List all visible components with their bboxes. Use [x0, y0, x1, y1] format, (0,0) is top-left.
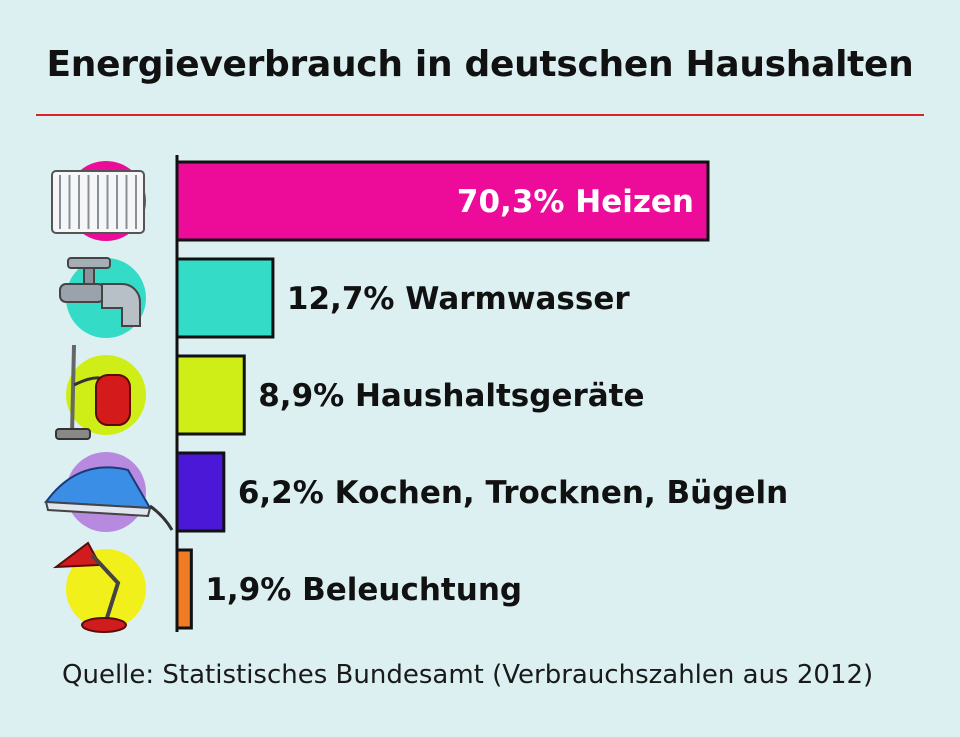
chart-title: Energieverbrauch in deutschen Haushalten: [46, 44, 914, 85]
radiator-icon: [51, 161, 146, 241]
source-note: Quelle: Statistisches Bundesamt (Verbrau…: [62, 660, 874, 690]
bar-5: [175, 548, 193, 630]
bar-label-2: 12,7% Warmwasser: [287, 281, 630, 317]
icons-layer: [44, 161, 174, 633]
bar-2: [175, 257, 275, 339]
bar-3: [175, 354, 246, 436]
bar-label-1: 70,3% Heizen: [457, 184, 694, 220]
icon-circle: [66, 549, 146, 629]
bar-chart: 70,3% Heizen 12,7% Warmwasser 8,9% Haushal…: [44, 155, 788, 633]
bar-1: [175, 160, 710, 242]
vacuum-cleaner-icon: [55, 344, 146, 440]
faucet-icon: [59, 257, 146, 338]
title-divider: [36, 114, 924, 116]
bars-layer: 70,3% Heizen 12,7% Warmwasser 8,9% Haushal…: [175, 160, 788, 630]
iron-icon: [44, 452, 174, 532]
desk-lamp-icon: [52, 541, 146, 633]
bar-label-4: 6,2% Kochen, Trocknen, Bügeln: [238, 475, 788, 511]
bar-label-5: 1,9% Beleuchtung: [205, 572, 522, 608]
bar-4: [175, 451, 226, 533]
bar-label-3: 8,9% Haushaltsgeräte: [258, 378, 644, 414]
